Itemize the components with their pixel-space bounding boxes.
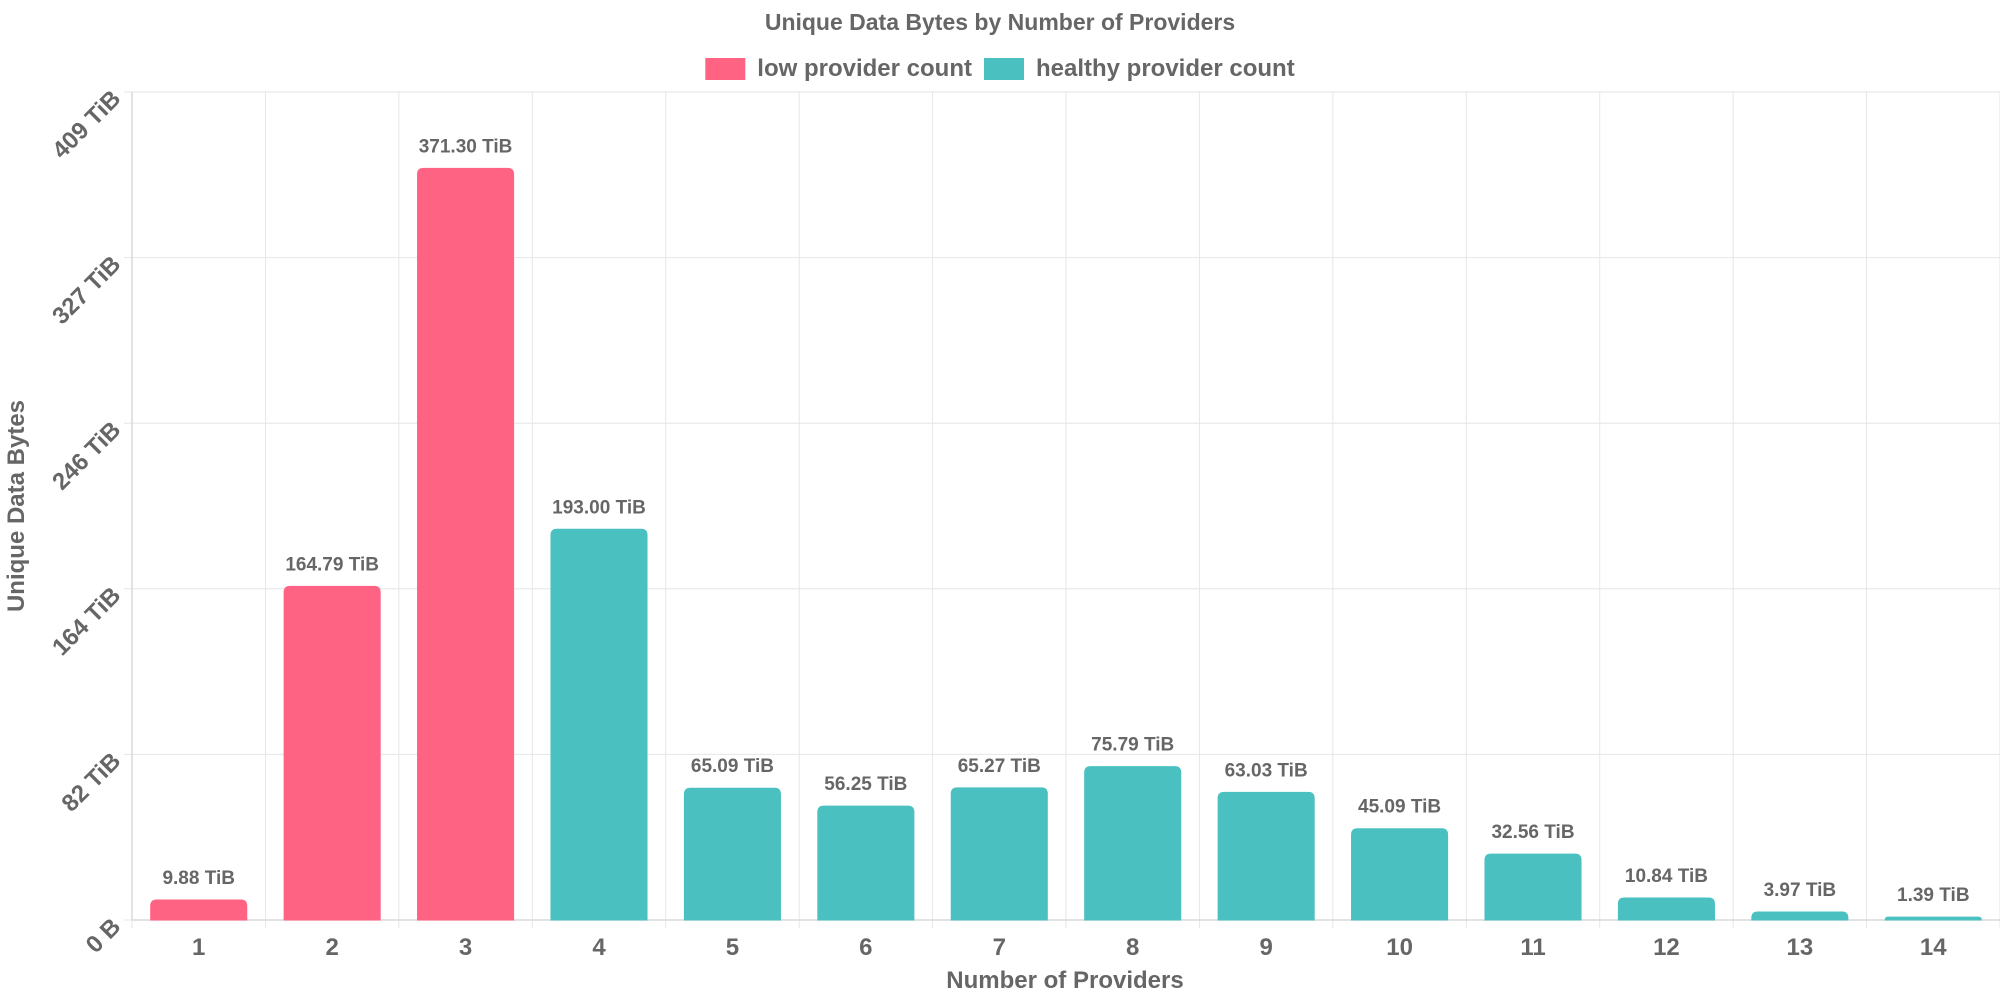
x-tick-label-8: 8	[1126, 934, 1139, 961]
bar-13[interactable]	[1751, 911, 1849, 921]
x-tick-label-1: 1	[192, 934, 205, 961]
bar-12[interactable]	[1617, 897, 1715, 921]
bar-8[interactable]	[1084, 766, 1182, 921]
bar-4[interactable]	[550, 528, 648, 921]
x-tick-label-3: 3	[459, 934, 472, 961]
bar-7[interactable]	[950, 787, 1048, 921]
data-label-10: 45.09 TiB	[1358, 797, 1441, 818]
bar-5[interactable]	[683, 787, 781, 921]
x-tick-label-9: 9	[1259, 934, 1272, 961]
y-tick-label: 409 TiB	[47, 85, 126, 164]
data-label-13: 3.97 TiB	[1764, 880, 1837, 901]
x-tick-label-6: 6	[859, 934, 872, 961]
data-label-8: 75.79 TiB	[1091, 735, 1174, 756]
chart-title: Unique Data Bytes by Number of Providers	[765, 9, 1235, 35]
x-tick-label-5: 5	[726, 934, 739, 961]
data-label-5: 65.09 TiB	[691, 756, 774, 777]
bar-1[interactable]	[150, 899, 248, 921]
legend-item-healthy[interactable]: healthy provider count	[983, 55, 1295, 82]
x-axis-title: Number of Providers	[946, 967, 1183, 994]
bar-3[interactable]	[417, 167, 515, 921]
data-label-7: 65.27 TiB	[958, 756, 1041, 777]
x-tick-label-7: 7	[993, 934, 1006, 961]
y-tick-label: 327 TiB	[47, 251, 126, 330]
data-label-1: 9.88 TiB	[162, 868, 235, 889]
x-tick-label-12: 12	[1653, 934, 1680, 961]
x-tick-label-10: 10	[1386, 934, 1413, 961]
data-label-11: 32.56 TiB	[1491, 822, 1574, 843]
x-axis-ticks: 1 2 3 4 5 6 7 8 9 10 11 12 13 14	[192, 934, 1947, 961]
x-tick-label-2: 2	[325, 934, 338, 961]
data-label-6: 56.25 TiB	[824, 774, 907, 795]
x-tick-label-11: 11	[1520, 934, 1545, 961]
bar-14[interactable]	[1884, 916, 1982, 921]
legend[interactable]: low provider count healthy provider count	[705, 55, 1295, 82]
legend-item-low[interactable]: low provider count	[705, 55, 972, 82]
bar-11[interactable]	[1484, 853, 1582, 921]
data-label-9: 63.03 TiB	[1225, 760, 1308, 781]
x-tick-label-4: 4	[592, 934, 606, 961]
grid	[124, 91, 2000, 928]
data-labels: 9.88 TiB 164.79 TiB 371.30 TiB 193.00 TiB 65…	[162, 136, 1969, 906]
bar-6[interactable]	[817, 805, 915, 921]
y-axis-title: Unique Data Bytes	[3, 400, 30, 612]
x-tick-label-14: 14	[1920, 934, 1947, 961]
y-tick-label: 164 TiB	[47, 582, 126, 661]
x-tick-label-13: 13	[1787, 934, 1814, 961]
legend-label: healthy provider count	[1036, 55, 1295, 82]
y-tick-label: 246 TiB	[47, 416, 126, 495]
bar-10[interactable]	[1351, 828, 1449, 921]
bar-2[interactable]	[283, 585, 381, 921]
bars[interactable]	[150, 167, 1982, 921]
legend-label: low provider count	[757, 55, 972, 82]
y-axis-ticks: 0 B 82 TiB 164 TiB 246 TiB 327 TiB 409 TiB	[47, 85, 126, 959]
legend-swatch	[705, 58, 746, 80]
y-tick-label: 82 TiB	[57, 748, 127, 818]
data-label-4: 193.00 TiB	[552, 497, 646, 518]
bar-9[interactable]	[1217, 791, 1315, 921]
data-label-12: 10.84 TiB	[1625, 866, 1708, 887]
data-label-2: 164.79 TiB	[285, 554, 379, 575]
data-label-3: 371.30 TiB	[419, 136, 513, 157]
y-tick-label: 0 B	[81, 913, 127, 959]
data-label-14: 1.39 TiB	[1897, 885, 1970, 906]
legend-swatch	[983, 58, 1024, 80]
